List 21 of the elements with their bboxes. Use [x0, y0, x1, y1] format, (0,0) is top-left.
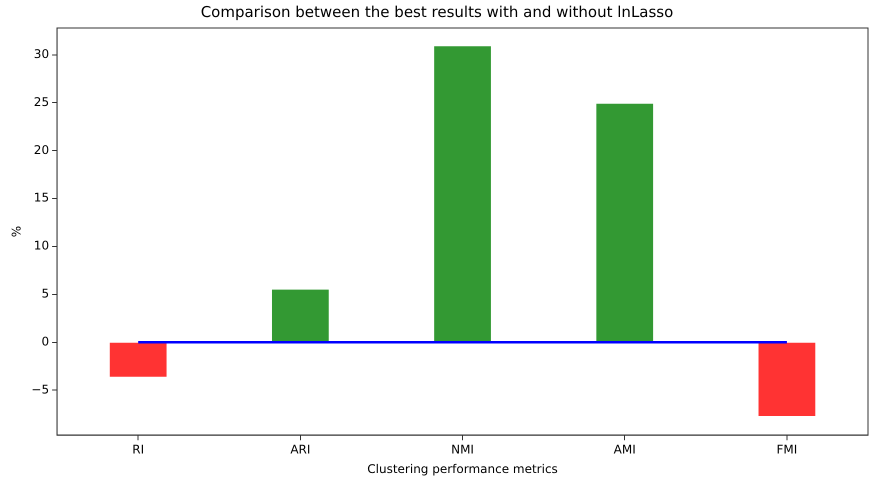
bar [272, 290, 329, 342]
y-tick-label: 5 [41, 286, 50, 300]
y-tick-label: 0 [41, 334, 50, 348]
bar [434, 46, 491, 342]
x-tick-label: RI [132, 442, 144, 457]
y-tick-label: 25 [34, 94, 50, 109]
y-tick-label: 30 [34, 46, 50, 61]
x-axis-title: Clustering performance metrics [367, 462, 558, 476]
y-axis-title: % [9, 226, 24, 238]
bar [110, 342, 167, 377]
bar [596, 104, 654, 342]
x-tick-label: FMI [776, 442, 798, 457]
y-tick-label: 10 [34, 238, 50, 253]
y-tick-label: 15 [34, 190, 50, 205]
y-tick-label: −5 [31, 382, 50, 396]
x-tick-label: NMI [451, 442, 474, 457]
bar [758, 342, 816, 416]
chart-title: Comparison between the best results with and without lnLasso [200, 2, 674, 21]
x-tick-label: AMI [614, 442, 636, 457]
y-tick-label: 20 [34, 142, 50, 157]
x-tick-label: ARI [290, 442, 310, 457]
